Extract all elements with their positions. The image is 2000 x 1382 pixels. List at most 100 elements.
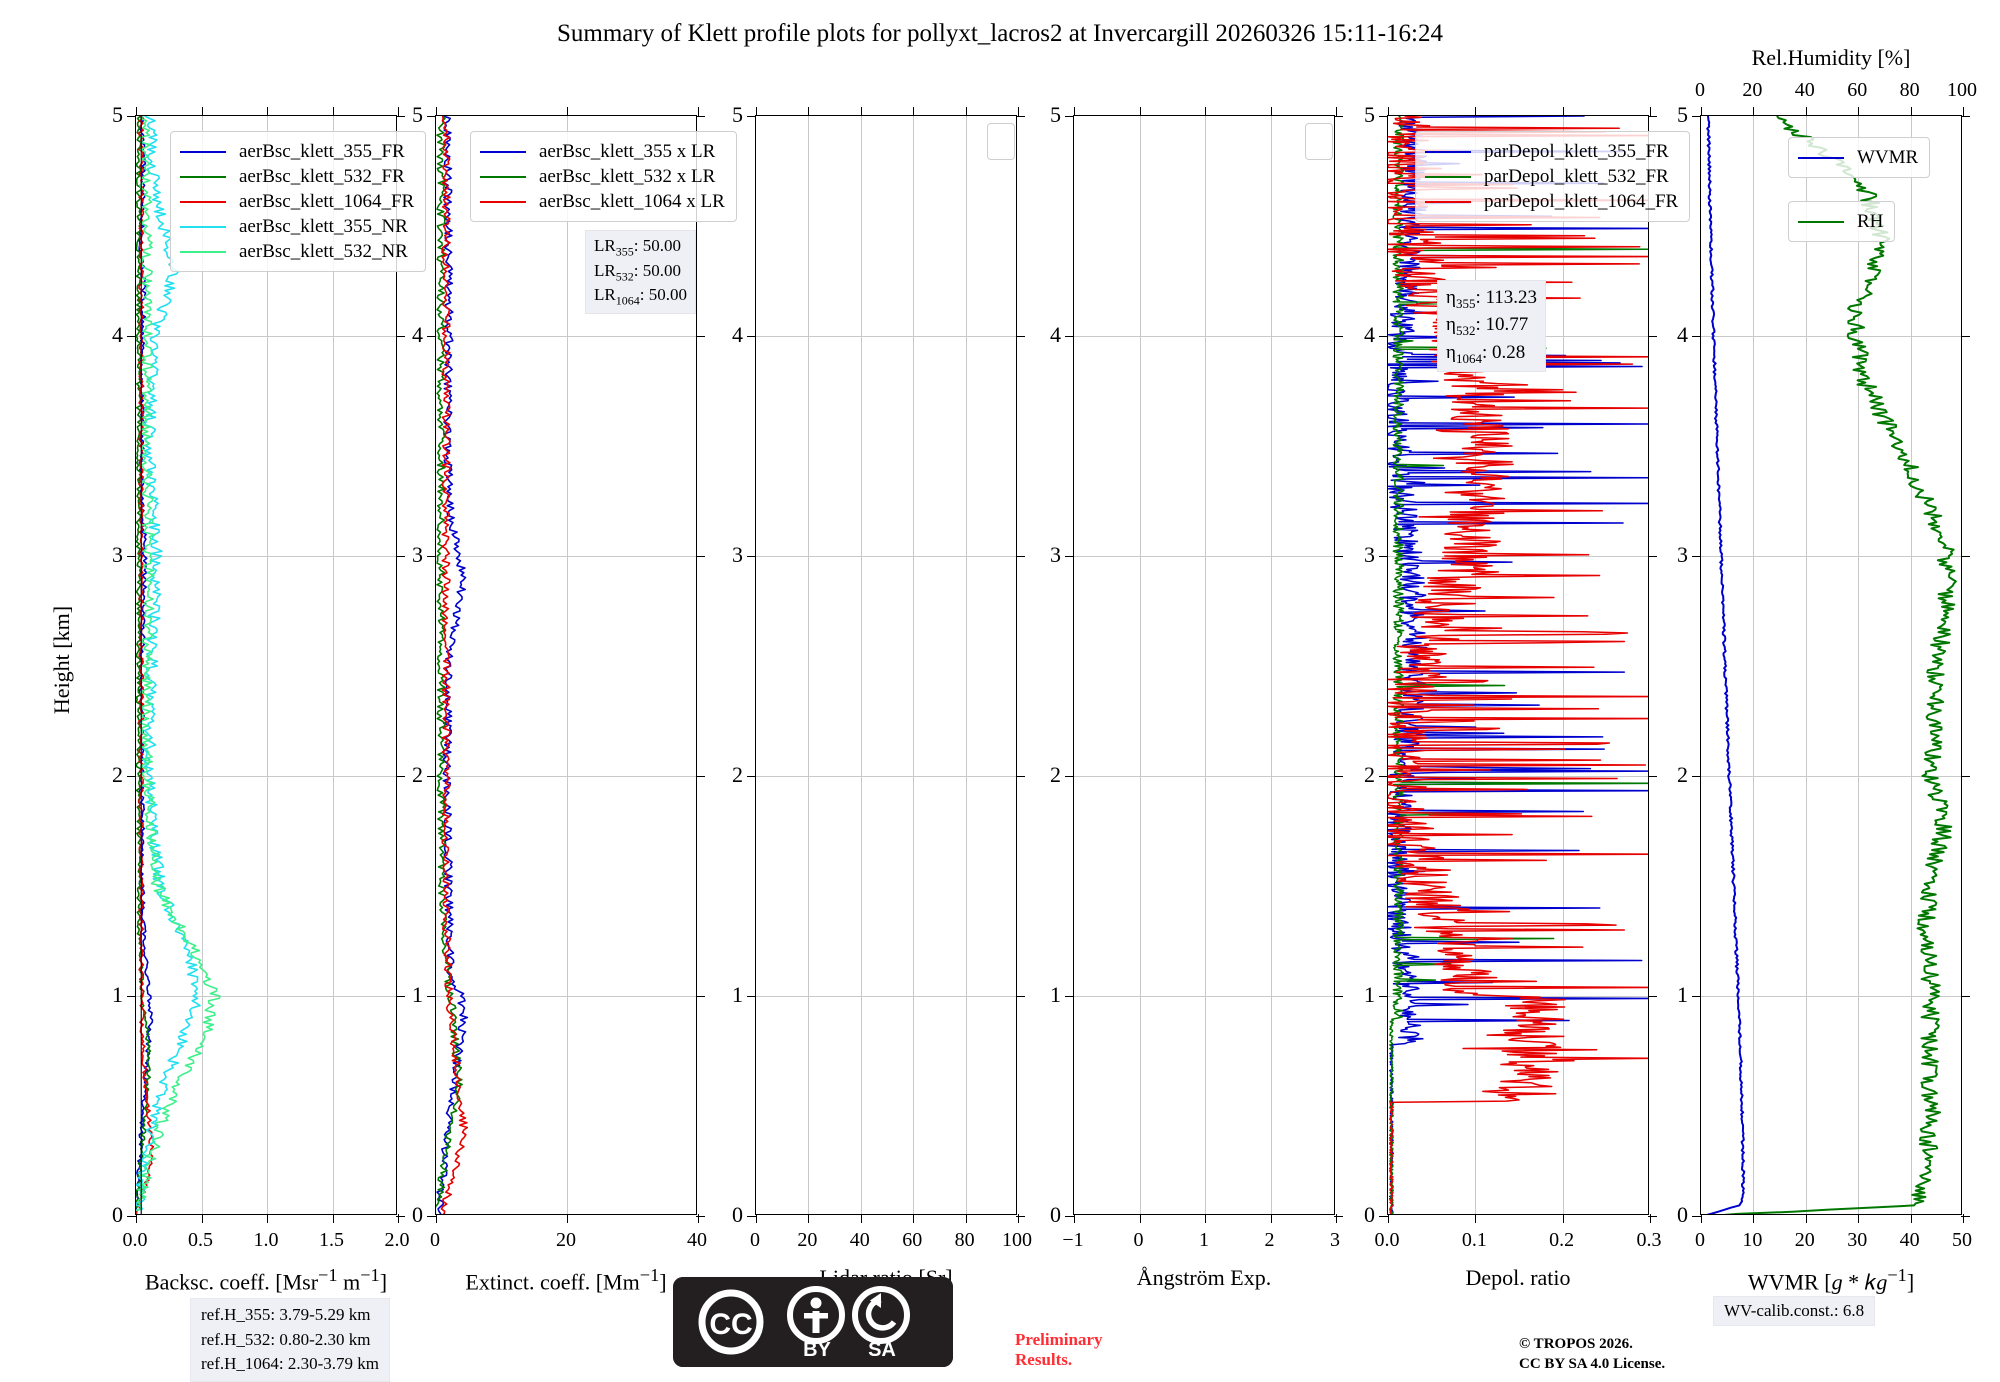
y-tick-right bbox=[1016, 776, 1025, 777]
x-tick-label: 100 bbox=[1002, 1229, 1032, 1251]
legend-wvmr-rh-wvmr[interactable]: WVMR bbox=[1788, 137, 1931, 178]
legend-item[interactable]: parDepol_klett_1064_FR bbox=[1425, 189, 1678, 214]
legend-label: aerBsc_klett_532_FR bbox=[239, 165, 405, 187]
y-tick-left bbox=[427, 336, 436, 337]
legend-wvmr-rh-rh[interactable]: RH bbox=[1788, 201, 1896, 242]
figure-title: Summary of Klett profile plots for polly… bbox=[557, 20, 1443, 47]
legend-label: aerBsc_klett_355_FR bbox=[239, 140, 405, 162]
legend-item[interactable]: aerBsc_klett_1064_FR bbox=[180, 189, 414, 214]
gridline-vertical bbox=[332, 116, 334, 1214]
x-tick-bottom bbox=[1910, 1214, 1912, 1223]
y-tick-label: 2 bbox=[1677, 762, 1688, 787]
y-tick-right bbox=[1648, 556, 1657, 557]
x-tick-top bbox=[1910, 107, 1912, 116]
x-tick-top bbox=[1074, 107, 1075, 116]
legend-swatch-icon bbox=[180, 150, 226, 153]
x-tick-top bbox=[1139, 107, 1141, 116]
gridline-horizontal bbox=[1388, 996, 1648, 997]
y-tick-left bbox=[127, 336, 136, 337]
y-tick-left bbox=[1065, 776, 1074, 777]
annotation-extinction: LR355: 50.00 LR532: 50.00 LR1064: 50.00 bbox=[585, 230, 696, 314]
legend-empty-angstrom[interactable] bbox=[1305, 123, 1333, 160]
cc-license-badge: CC BY SA bbox=[673, 1277, 953, 1367]
x-tick-label: 0 bbox=[750, 1229, 760, 1251]
ref-height-355: ref.H_355: 3.79-5.29 km bbox=[201, 1305, 371, 1324]
legend-swatch-icon bbox=[180, 200, 226, 203]
y-tick-right bbox=[696, 556, 705, 557]
legend-item[interactable]: parDepol_klett_532_FR bbox=[1425, 164, 1678, 189]
y-tick-label: 2 bbox=[412, 762, 423, 787]
x-tick-top bbox=[860, 107, 862, 116]
plot-area-wvmr-rh bbox=[1701, 116, 1961, 1214]
x-tick-top bbox=[1018, 107, 1019, 116]
rh-top-tick-label: 20 bbox=[1742, 79, 1763, 101]
y-tick-left bbox=[1692, 336, 1701, 337]
y-tick-right bbox=[696, 776, 705, 777]
legend-item[interactable]: WVMR bbox=[1798, 145, 1918, 170]
y-tick-right bbox=[396, 556, 405, 557]
y-tick-label: 5 bbox=[732, 102, 743, 127]
legend-swatch-icon bbox=[1798, 156, 1844, 159]
y-tick-right bbox=[396, 116, 405, 117]
x-tick-top bbox=[201, 107, 203, 116]
y-tick-left bbox=[1692, 996, 1701, 997]
y-tick-left bbox=[427, 996, 436, 997]
plot-area-backscatter bbox=[136, 116, 396, 1214]
x-axis-title-depolarization: Depol. ratio bbox=[1465, 1265, 1571, 1290]
gridline-horizontal bbox=[136, 556, 396, 557]
y-tick-right bbox=[1648, 336, 1657, 337]
y-tick-left bbox=[1379, 1216, 1388, 1217]
y-tick-left bbox=[1692, 776, 1701, 777]
x-tick-top bbox=[1336, 107, 1337, 116]
wv-calib-annotation: WV-calib.const.: 6.8 bbox=[1713, 1296, 1876, 1326]
legend-item[interactable]: aerBsc_klett_532_NR bbox=[180, 239, 414, 264]
legend-extinction[interactable]: aerBsc_klett_355 x LR aerBsc_klett_532 x… bbox=[470, 131, 737, 222]
legend-item[interactable]: aerBsc_klett_1064 x LR bbox=[480, 189, 725, 214]
x-tick-top bbox=[567, 107, 568, 116]
x-tick-label: 2 bbox=[1264, 1229, 1275, 1251]
legend-backscatter[interactable]: aerBsc_klett_355_FR aerBsc_klett_532_FR … bbox=[170, 131, 427, 272]
x-tick-bottom bbox=[1858, 1214, 1860, 1223]
y-tick-label: 4 bbox=[732, 322, 743, 347]
x-tick-top bbox=[1858, 107, 1860, 116]
rh-top-tick-label: 0 bbox=[1695, 79, 1705, 101]
x-tick-top bbox=[965, 107, 967, 116]
y-tick-label: 1 bbox=[1677, 982, 1688, 1007]
legend-swatch-icon bbox=[480, 175, 526, 178]
y-tick-label: 0 bbox=[1050, 1202, 1061, 1227]
gridline-horizontal bbox=[756, 776, 1016, 777]
y-tick-left bbox=[747, 776, 756, 777]
legend-item[interactable]: aerBsc_klett_532_FR bbox=[180, 164, 414, 189]
copyright-line-1: © TROPOS 2026. bbox=[1519, 1336, 1633, 1352]
x-tick-label: 60 bbox=[902, 1229, 923, 1251]
legend-item[interactable]: parDepol_klett_355_FR bbox=[1425, 139, 1678, 164]
plot-panel-lidar-ratio bbox=[747, 107, 1025, 1223]
legend-item[interactable]: aerBsc_klett_532 x LR bbox=[480, 164, 725, 189]
x-tick-top bbox=[1562, 107, 1564, 116]
y-tick-left bbox=[1379, 556, 1388, 557]
legend-item[interactable]: aerBsc_klett_355_NR bbox=[180, 214, 414, 239]
gridline-vertical bbox=[1858, 116, 1860, 1214]
gridline-vertical bbox=[1139, 116, 1141, 1214]
x-tick-label: 3 bbox=[1330, 1229, 1340, 1251]
plot-panel-angstrom bbox=[1065, 107, 1343, 1223]
y-tick-label: 3 bbox=[412, 542, 423, 567]
gridline-horizontal bbox=[756, 556, 1016, 557]
legend-item[interactable]: aerBsc_klett_355_FR bbox=[180, 139, 414, 164]
y-tick-right bbox=[1648, 996, 1657, 997]
legend-depolarization[interactable]: parDepol_klett_355_FR parDepol_klett_532… bbox=[1415, 131, 1691, 222]
legend-item[interactable]: RH bbox=[1798, 209, 1883, 234]
gridline-horizontal bbox=[136, 336, 396, 337]
y-tick-left bbox=[427, 776, 436, 777]
y-tick-left bbox=[1065, 116, 1074, 117]
legend-empty-lidar-ratio[interactable] bbox=[987, 123, 1015, 160]
y-tick-right bbox=[1016, 116, 1025, 117]
legend-swatch-icon bbox=[480, 150, 526, 153]
y-tick-right bbox=[1334, 336, 1343, 337]
gridline-vertical bbox=[1805, 116, 1807, 1214]
legend-label: aerBsc_klett_355_NR bbox=[239, 215, 408, 237]
legend-item[interactable]: aerBsc_klett_355 x LR bbox=[480, 139, 725, 164]
gridline-horizontal bbox=[136, 776, 396, 777]
x-tick-bottom bbox=[1074, 1214, 1075, 1223]
y-tick-right bbox=[1334, 556, 1343, 557]
